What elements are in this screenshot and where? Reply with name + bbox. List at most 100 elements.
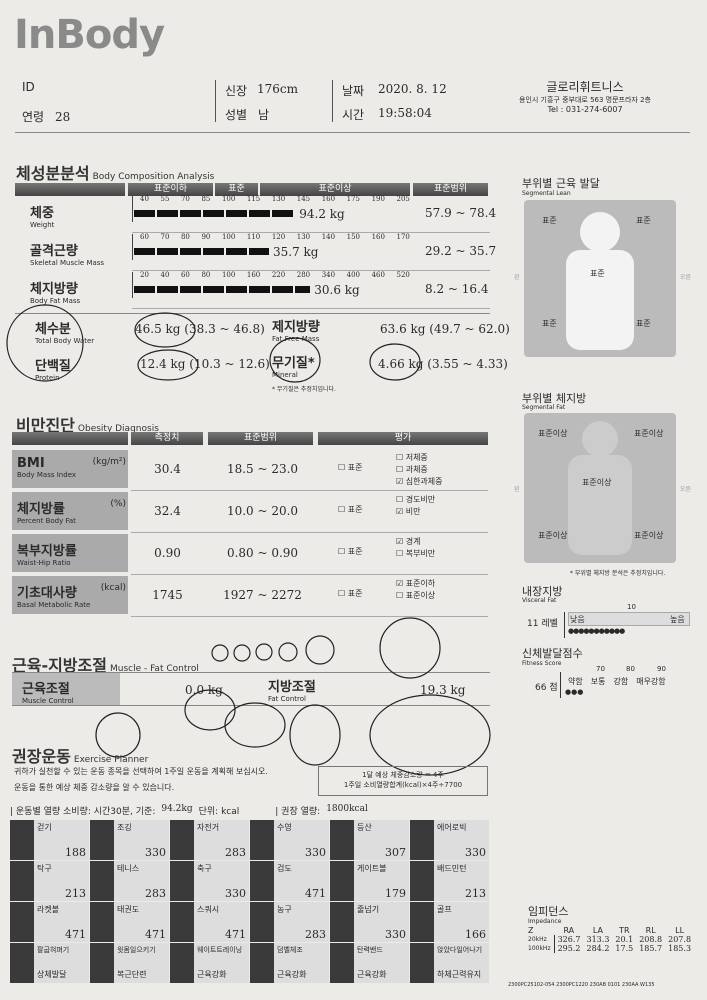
- basis-weight: 94.2kg: [161, 804, 193, 814]
- exercise-benefit: 복근단련: [117, 970, 147, 979]
- exercise-photo: [250, 861, 274, 901]
- tbw-label: 체수분 Total Body Water: [35, 322, 95, 345]
- impedance-value: 207.8: [668, 935, 692, 944]
- impedance-value: 185.3: [668, 944, 692, 953]
- row-label-en: Weight: [30, 221, 55, 229]
- impedance-value: 295.2: [557, 944, 581, 953]
- exercise-kcal: 330: [305, 846, 326, 859]
- exercise-name: 게이트볼: [357, 864, 387, 873]
- body-comp-row-label: 체중 Weight: [30, 202, 54, 229]
- strength-cell: 탄력밴드 근육강화: [330, 943, 409, 983]
- header-bar: [12, 432, 128, 445]
- height-value: 176cm: [257, 82, 299, 96]
- gym-info: 글로리휘트니스 용인시 기흥구 중부대로 563 명문프라자 2층 Tel : …: [480, 78, 690, 114]
- exercise-cell: 수영 330: [250, 820, 329, 860]
- axis-line: [132, 234, 133, 260]
- impedance-value: 20.1: [615, 935, 634, 944]
- exercise-cell: 걷기 188: [10, 820, 89, 860]
- formula-line-1: 1달 예상 체중감소량 = 4주: [362, 771, 444, 779]
- scale-tick: 100: [221, 271, 236, 279]
- row-label-en: Basal Metabolic Rate: [17, 601, 91, 609]
- row-label: 복부지방률 Waist-Hip Ratio: [17, 540, 77, 567]
- impedance-frequency: 20kHz: [528, 935, 555, 944]
- impedance-value: 17.5: [615, 944, 634, 953]
- seg-lean-la: 표준: [636, 216, 651, 225]
- row-label-ko: BMI: [17, 456, 45, 471]
- exercise-desc-2: 운동을 통한 예상 체중 감소량을 알 수 있습니다.: [14, 783, 175, 792]
- scale-tick: 220: [271, 271, 286, 279]
- formula-line-2: 1주일 소비열량합계(kcal)×4주÷7700: [343, 781, 463, 789]
- exercise-photo: [250, 820, 274, 860]
- exercise-name: 걷기: [37, 823, 52, 832]
- scale-tick: 110: [246, 233, 261, 241]
- axis-line: [132, 272, 133, 298]
- visceral-high: 높음: [670, 615, 685, 624]
- impedance-en: Impedance: [528, 918, 562, 925]
- impedance-title: 임피던스: [528, 905, 569, 918]
- seg-lean-ll: 표준: [636, 319, 651, 328]
- evaluation-options: ☐ 저체중 ☐ 과체중 ☑ 심한과체중: [396, 452, 443, 488]
- exercise-kcal: 188: [65, 846, 86, 859]
- exercise-name: 태권도: [117, 905, 140, 914]
- exercise-name: 수영: [277, 823, 292, 832]
- sex-value: 남: [258, 108, 270, 122]
- impedance-frequency: 100kHz: [528, 944, 555, 953]
- seg-lean-title: 부위별 근육 발달: [522, 177, 600, 190]
- col-range: 표준범위: [413, 183, 488, 196]
- age-label: 연령: [22, 110, 45, 124]
- row-divider: [132, 308, 490, 309]
- seg-lean-ra: 표준: [542, 216, 557, 225]
- scale-tick: 520: [396, 271, 410, 279]
- seg-lean-trunk: 표준: [590, 269, 605, 278]
- evaluation-options: ☑ 표준이하 ☐ 표준이상: [396, 578, 435, 602]
- right-side-label: 오른: [680, 486, 692, 493]
- time-value: 19:58:04: [378, 106, 432, 120]
- exercise-benefit: 근육강화: [357, 970, 387, 979]
- left-side-label: 왼: [514, 486, 520, 493]
- exercise-photo: [10, 820, 34, 860]
- seg-fat-figure: 표준이상 표준이상 표준이상 표준이상 표준이상: [524, 413, 676, 563]
- exercise-photo: [90, 861, 114, 901]
- exercise-cell: 줄넘기 330: [330, 902, 409, 942]
- scale-ticks: 60 70 80 90 100 110 120 130 140 150 160 170: [140, 233, 410, 242]
- fitness-grades: 약함 보통 강함 매우강함: [568, 676, 666, 687]
- calorie-unit: 단위: kcal: [198, 807, 240, 817]
- obesity-row-label: BMI Body Mass Index (kg/m²): [12, 450, 128, 488]
- body-comp-value: 94.2 kg: [299, 207, 345, 221]
- impedance-row: 100kHz 295.2 284.2 17.5 185.7 185.3: [528, 944, 694, 953]
- seg-lean-figure: 표준 표준 표준 표준 표준: [524, 200, 676, 357]
- evaluation-option: ☐ 복부비만: [396, 549, 436, 558]
- obesity-range: 18.5 ~ 23.0: [226, 462, 299, 476]
- exercise-cell: 조깅 330: [90, 820, 169, 860]
- row-label-en: Percent Body Fat: [17, 517, 76, 525]
- visceral-low: 낮음: [570, 615, 585, 624]
- exercise-calorie-header: | 운동별 열량 소비량: 시간30분, 기준: 94.2kg 단위: kcal |…: [10, 804, 368, 817]
- exercise-name: 조깅: [117, 823, 132, 832]
- exercise-name: 테니스: [117, 864, 140, 873]
- exercise-name: 축구: [197, 864, 212, 873]
- exercise-kcal: 330: [385, 928, 406, 941]
- obesity-row-label: 복부지방률 Waist-Hip Ratio: [12, 534, 128, 572]
- row-label-ko: 골격근량: [30, 244, 78, 259]
- exercise-kcal: 471: [225, 928, 246, 941]
- row-label-ko: 복부지방률: [17, 544, 77, 559]
- row-divider: [131, 532, 488, 533]
- evaluation-option: ☑ 경계: [396, 537, 421, 546]
- scale-tick: 280: [296, 271, 311, 279]
- scale-tick: 205: [396, 195, 410, 203]
- body-comp-title: 체성분분석 Body Composition Analysis: [16, 164, 215, 183]
- body-comp-bar: [134, 248, 269, 255]
- scale-tick: 400: [346, 271, 360, 279]
- muscle-fat-title: 근육-지방조절 Muscle - Fat Control: [12, 656, 199, 675]
- body-head-icon: [580, 212, 620, 252]
- seg-fat-trunk: 표준이상: [582, 478, 612, 487]
- impedance-row: 20kHz 326.7 313.3 20.1 208.8 207.8: [528, 935, 694, 944]
- seg-fat-en: Segmental Fat: [522, 404, 566, 411]
- evaluation-option: ☑ 비만: [396, 507, 421, 516]
- impedance-header-row: Z RA LA TR RL LL: [528, 926, 694, 935]
- exercise-photo: [90, 820, 114, 860]
- body-comp-range: 8.2 ~ 16.4: [425, 282, 489, 296]
- seg-fat-title: 부위별 체지방: [522, 392, 587, 405]
- impedance-value: 326.7: [557, 935, 581, 944]
- fitness-score: 66 점: [535, 683, 558, 693]
